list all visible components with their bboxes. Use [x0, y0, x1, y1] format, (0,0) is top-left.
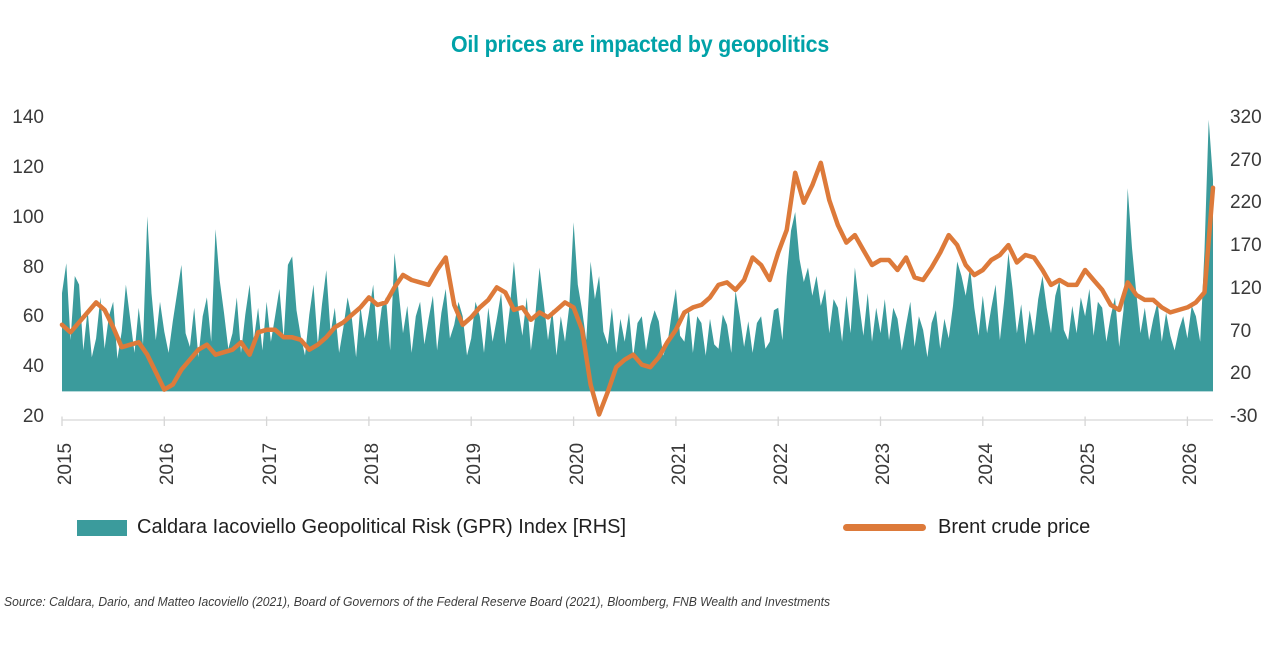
x-axis-tick-label: 2026: [1180, 442, 1202, 486]
y-axis-right-tick-label: 170: [1230, 235, 1262, 257]
legend-label-gpr: Caldara Iacoviello Geopolitical Risk (GP…: [137, 516, 627, 538]
gpr-area-swatch-icon: [77, 519, 127, 536]
x-axis-tick-label: 2021: [668, 442, 690, 486]
gpr-area-series: [62, 119, 1213, 392]
legend-item-gpr: Caldara Iacoviello Geopolitical Risk (GP…: [77, 516, 626, 539]
legend-item-brent: Brent crude price: [843, 516, 1090, 539]
legend-label-brent: Brent crude price: [938, 516, 1091, 538]
y-axis-right-tick-label: 120: [1230, 277, 1262, 299]
y-axis-right-tick-label: 220: [1230, 192, 1262, 214]
y-axis-right-tick-label: -30: [1230, 406, 1258, 427]
y-axis-right-tick-label: 20: [1230, 363, 1252, 385]
y-axis-left-tick-label: 100: [12, 206, 44, 228]
chart-title: Oil prices are impacted by geopolitics: [450, 31, 830, 57]
x-axis-tick-label: 2015: [55, 442, 76, 486]
y-axis-left-tick-label: 40: [22, 356, 44, 378]
x-axis-tick-label: 2019: [464, 442, 486, 486]
x-axis-tick-label: 2017: [259, 442, 281, 486]
x-axis-tick-label: 2018: [361, 442, 383, 486]
brent-line-swatch-icon: [843, 524, 926, 531]
x-axis-tick-label: 2016: [157, 442, 179, 486]
x-axis-tick-label: 2025: [1078, 442, 1100, 486]
y-axis-right-tick-label: 70: [1230, 320, 1252, 342]
brent-line-series: [59, 160, 1216, 417]
y-axis-left-tick-label: 120: [12, 156, 44, 178]
x-axis-tick-label: 2020: [566, 442, 588, 486]
y-axis-right-tick-label: 270: [1230, 149, 1262, 171]
source-note: Source: Caldara, Dario, and Matteo Iacov…: [4, 595, 831, 609]
y-axis-left-tick-label: 140: [12, 107, 44, 128]
y-axis-right-tick-label: 320: [1230, 107, 1262, 128]
y-axis-left-tick-label: 80: [22, 256, 44, 278]
x-axis-tick-label: 2024: [975, 442, 997, 486]
y-axis-left-tick-label: 20: [22, 406, 44, 427]
x-axis-tick-label: 2023: [873, 442, 895, 486]
y-axis-left-tick-label: 60: [22, 306, 44, 328]
x-axis-tick-label: 2022: [771, 442, 793, 486]
